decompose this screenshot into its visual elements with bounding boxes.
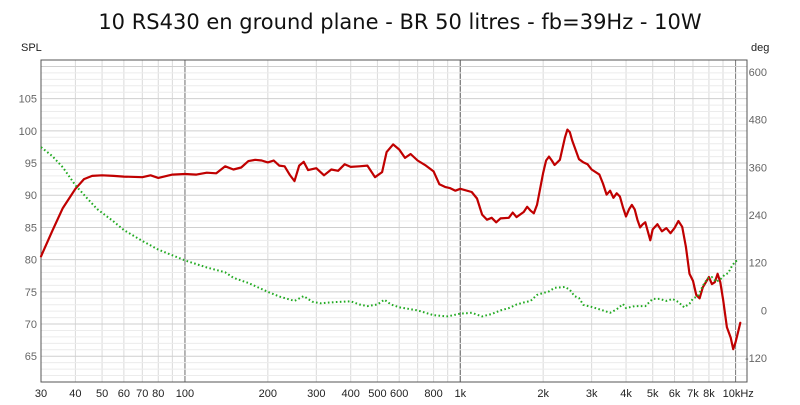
x-tick-label: 200 — [259, 388, 277, 400]
y-right-tick-label: -120 — [745, 353, 767, 365]
x-tick-label: 6k — [669, 388, 681, 400]
x-tick-label: 40 — [69, 388, 81, 400]
y-right-tick-label: 360 — [749, 162, 767, 174]
x-tick-label: 4k — [620, 388, 632, 400]
x-tick-label: 70 — [136, 388, 148, 400]
x-tick-label: 500 — [368, 388, 386, 400]
magnitude-curve — [39, 128, 742, 351]
x-tick-label: 8k — [703, 388, 715, 400]
y-left-tick-label: 75 — [25, 287, 37, 299]
x-tick-label: 1k — [454, 388, 466, 400]
y-left-tick-label: 105 — [19, 94, 37, 106]
y-left-tick-label: 90 — [25, 190, 37, 202]
x-tick-label: 10kHz — [723, 388, 754, 400]
y-right-tick-label: 0 — [761, 305, 767, 317]
y-left-tick-label: 100 — [19, 126, 37, 138]
y-right-tick-label: 600 — [749, 67, 767, 79]
phase-curve — [40, 146, 740, 318]
y-left-tick-label: 85 — [25, 222, 37, 234]
x-tick-label: 3k — [586, 388, 598, 400]
x-tick-label: 800 — [424, 388, 442, 400]
y-left-tick-label: 80 — [25, 255, 37, 267]
x-tick-label: 100 — [176, 388, 194, 400]
y-right-unit-label: deg — [751, 42, 769, 54]
grid — [40, 60, 748, 382]
x-tick-label: 30 — [35, 388, 47, 400]
x-tick-label: 60 — [118, 388, 130, 400]
y-left-unit-label: SPL — [21, 42, 42, 54]
y-left-tick-label: 70 — [25, 319, 37, 331]
y-right-tick-label: 120 — [749, 258, 767, 270]
x-tick-label: 50 — [96, 388, 108, 400]
plot-frame — [40, 59, 748, 383]
x-tick-label: 600 — [390, 388, 408, 400]
x-tick-label: 80 — [152, 388, 164, 400]
tick-layer: 30 40 50 60 70 80 100 200 300 400 500 600 800 1k 2k 3k 4… — [19, 67, 767, 400]
x-tick-label: 7k — [687, 388, 699, 400]
x-tick-label: 2k — [537, 388, 549, 400]
chart-title: 10 RS430 en ground plane - BR 50 litres … — [98, 10, 702, 34]
y-right-tick-label: 240 — [749, 210, 767, 222]
x-tick-label: 300 — [307, 388, 325, 400]
x-tick-label: 5k — [647, 388, 659, 400]
y-right-tick-label: 480 — [749, 115, 767, 127]
y-left-tick-label: 95 — [25, 158, 37, 170]
series-layer — [39, 128, 742, 351]
y-left-tick-label: 65 — [25, 351, 37, 363]
x-tick-label: 400 — [342, 388, 360, 400]
